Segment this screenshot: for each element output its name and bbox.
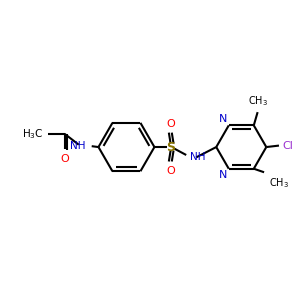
Text: S: S <box>166 141 175 154</box>
Text: H$_3$C: H$_3$C <box>22 127 44 141</box>
Text: O: O <box>60 154 69 164</box>
Text: CH$_3$: CH$_3$ <box>248 94 268 108</box>
Text: N: N <box>219 114 227 124</box>
Text: O: O <box>166 118 175 128</box>
Text: O: O <box>166 166 175 176</box>
Text: NH: NH <box>70 141 85 151</box>
Text: Cl: Cl <box>283 141 293 151</box>
Text: NH: NH <box>190 152 205 162</box>
Text: N: N <box>219 170 227 180</box>
Text: CH$_3$: CH$_3$ <box>268 176 289 190</box>
